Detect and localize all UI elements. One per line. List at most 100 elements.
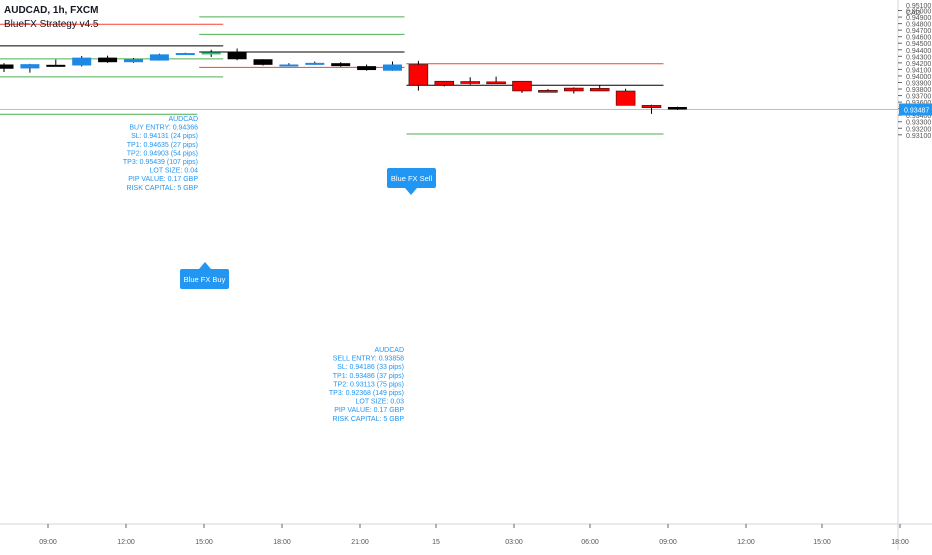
candle[interactable]	[46, 59, 66, 67]
time-tick-label: 12:00	[117, 539, 135, 546]
candle-body	[434, 80, 455, 86]
sell-signal-arrow	[405, 188, 417, 195]
price-tick-label: 0.94300	[906, 54, 931, 61]
price-badge-bg	[899, 103, 932, 116]
info-line: TP1: 0.93486 (37 pips)	[333, 373, 404, 380]
info-line: LOT SIZE: 0.03	[355, 399, 404, 406]
candle-body	[124, 58, 143, 63]
candle[interactable]	[20, 63, 40, 73]
candle[interactable]	[124, 57, 143, 63]
candle-body	[512, 80, 532, 92]
time-tick-label: 15:00	[813, 539, 831, 546]
candle[interactable]	[538, 89, 558, 93]
price-tick-label: 0.94000	[906, 74, 931, 81]
candle[interactable]	[357, 64, 377, 71]
candle[interactable]	[279, 63, 299, 67]
time-tick-label: 09:00	[659, 539, 677, 546]
buy-signal-arrow	[199, 262, 211, 269]
info-line: TP3: 0.95439 (107 pips)	[123, 159, 198, 166]
candle[interactable]	[331, 62, 351, 67]
candle[interactable]	[434, 80, 455, 87]
candle[interactable]	[305, 61, 325, 65]
price-tick-label: 0.93800	[906, 87, 931, 94]
candle-body	[589, 88, 610, 92]
price-tick-label: 0.94500	[906, 41, 931, 48]
price-tick-label: 0.93100	[906, 133, 931, 140]
current-price-label: 0.93487	[904, 107, 929, 114]
info-line: BUY ENTRY: 0.94366	[129, 125, 198, 132]
candle-body	[538, 90, 558, 93]
candle-body	[201, 52, 221, 55]
sell-signal-bg	[387, 168, 436, 188]
candle-body	[227, 52, 247, 60]
candle[interactable]	[589, 85, 610, 92]
time-tick-label: 21:00	[351, 539, 369, 546]
buy-signal-text: Blue FX Buy	[184, 275, 226, 284]
candle[interactable]	[149, 53, 169, 61]
candle[interactable]	[460, 77, 480, 85]
candle-body	[149, 54, 169, 61]
info-line: AUDCAD	[168, 116, 198, 123]
price-tick-label: 0.93300	[906, 120, 931, 127]
candle-body	[383, 64, 402, 71]
candle[interactable]	[175, 52, 195, 56]
candle[interactable]	[641, 104, 662, 114]
sell-signal-label[interactable]: Blue FX Sell	[387, 168, 436, 195]
candle-body	[175, 53, 195, 56]
candle-body	[0, 64, 14, 69]
candle-body	[46, 64, 66, 67]
info-line: PIP VALUE: 0.17 GBP	[128, 176, 198, 183]
candle-body	[253, 59, 273, 65]
candle[interactable]	[564, 87, 584, 94]
info-line: TP2: 0.94903 (54 pips)	[127, 150, 198, 157]
buy-signal-label[interactable]: Blue FX Buy	[180, 262, 229, 289]
price-tick-label: 0.95100	[906, 3, 931, 10]
candle-body	[460, 81, 480, 84]
price-tick-label: 0.94900	[906, 15, 931, 22]
price-tick-label: 0.94700	[906, 28, 931, 35]
candle-body	[641, 105, 662, 108]
indicator-title: BlueFX Strategy v4.5	[4, 19, 99, 30]
buy-signal-bg	[180, 269, 229, 289]
chart-legend: AUDCAD, 1h, FXCM BlueFX Strategy v4.5	[4, 4, 99, 32]
candle-body	[279, 64, 299, 67]
price-tick-label: 0.94400	[906, 48, 931, 55]
candle[interactable]	[0, 63, 14, 73]
candle-body	[331, 63, 351, 67]
time-tick-label: 15	[432, 539, 440, 546]
price-tick-label: 0.94800	[906, 22, 931, 29]
candle[interactable]	[98, 55, 118, 63]
info-line: LOT SIZE: 0.04	[149, 168, 198, 175]
price-tick-label: 0.93200	[906, 126, 931, 133]
price-tick-label: 0.93900	[906, 80, 931, 87]
candle-body	[357, 66, 377, 71]
candle-body	[20, 64, 40, 69]
candle[interactable]	[227, 48, 247, 61]
info-line: PIP VALUE: 0.17 GBP	[334, 407, 404, 414]
info-line: SL: 0.94186 (33 pips)	[337, 364, 404, 371]
candle-body	[667, 107, 687, 110]
candle[interactable]	[253, 59, 273, 66]
candle[interactable]	[486, 76, 506, 85]
info-line: AUDCAD	[374, 347, 404, 354]
candle[interactable]	[667, 106, 687, 110]
candle-body	[408, 64, 429, 86]
candle[interactable]	[201, 49, 221, 57]
symbol-title: AUDCAD, 1h, FXCM	[4, 5, 99, 16]
info-line: RISK CAPITAL: 5 GBP	[127, 185, 199, 192]
time-tick-label: 06:00	[581, 539, 599, 546]
candle-body	[615, 90, 636, 106]
candle[interactable]	[383, 61, 402, 71]
info-line: SELL ENTRY: 0.93858	[333, 356, 404, 363]
info-line: RISK CAPITAL: 5 GBP	[333, 416, 405, 423]
candle[interactable]	[72, 55, 92, 67]
price-tick-label: 0.93400	[906, 113, 931, 120]
candle[interactable]	[512, 80, 532, 93]
candle[interactable]	[408, 60, 429, 91]
candle[interactable]	[615, 88, 636, 106]
candle-body	[98, 57, 118, 63]
